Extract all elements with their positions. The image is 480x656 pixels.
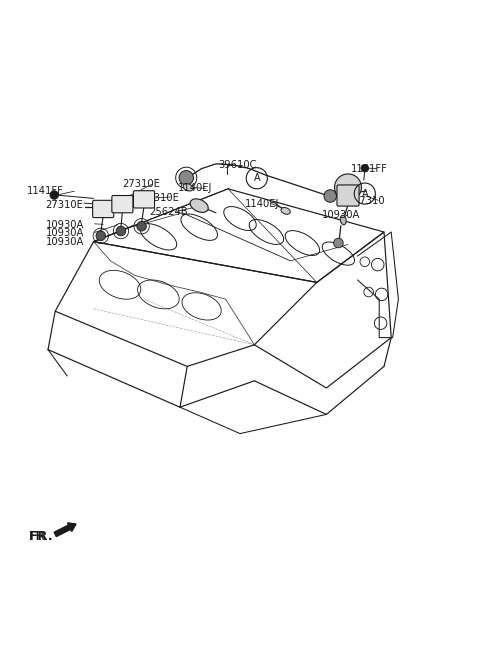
Text: FR.: FR. <box>29 530 54 543</box>
Text: 27310E: 27310E <box>142 194 180 203</box>
Text: 25624B: 25624B <box>149 207 187 217</box>
FancyBboxPatch shape <box>93 200 114 218</box>
Text: A: A <box>361 189 368 199</box>
FancyArrow shape <box>54 523 76 537</box>
Circle shape <box>137 222 146 231</box>
Circle shape <box>50 191 59 199</box>
Text: 39610C: 39610C <box>218 160 257 170</box>
Text: 10930A: 10930A <box>322 210 360 220</box>
Ellipse shape <box>340 215 346 225</box>
Text: 27310E: 27310E <box>122 179 160 189</box>
Circle shape <box>324 190 336 202</box>
FancyBboxPatch shape <box>337 185 359 206</box>
Text: 27310E: 27310E <box>46 200 84 210</box>
Ellipse shape <box>281 207 290 215</box>
Ellipse shape <box>190 199 208 213</box>
Text: A: A <box>253 173 260 183</box>
Circle shape <box>361 164 369 172</box>
FancyBboxPatch shape <box>133 191 155 208</box>
Text: 10930A: 10930A <box>46 228 84 238</box>
Text: 10930A: 10930A <box>46 237 84 247</box>
Text: 1140EJ: 1140EJ <box>178 183 212 194</box>
Ellipse shape <box>183 184 193 191</box>
Text: 1141FF: 1141FF <box>26 186 63 196</box>
Circle shape <box>96 231 106 241</box>
FancyBboxPatch shape <box>112 195 133 213</box>
Text: 10930A: 10930A <box>46 220 84 230</box>
Text: 1140EJ: 1140EJ <box>245 199 279 209</box>
Circle shape <box>116 226 126 236</box>
Text: 27310: 27310 <box>353 195 384 206</box>
Circle shape <box>335 174 361 201</box>
Circle shape <box>179 171 193 185</box>
Circle shape <box>334 238 343 248</box>
Text: FR.: FR. <box>29 530 49 543</box>
Text: 1141FF: 1141FF <box>350 163 387 174</box>
